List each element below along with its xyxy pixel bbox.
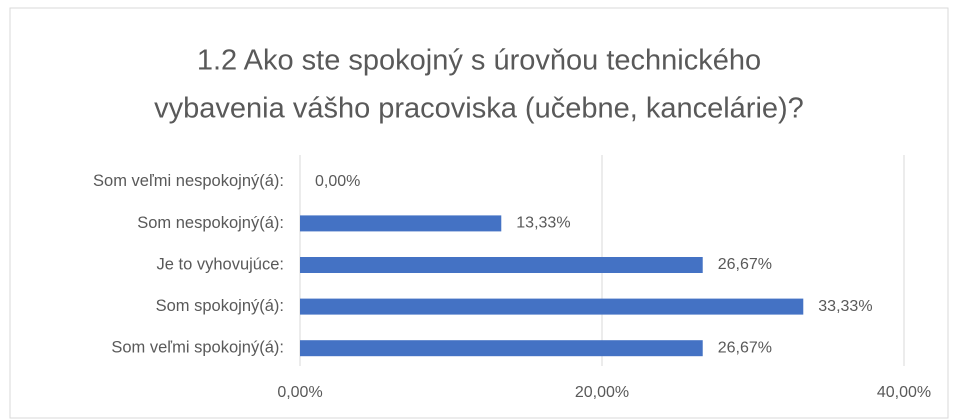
chart-title: 1.2 Ako ste spokojný s úrovňou technické… <box>197 45 761 77</box>
x-tick-label: 0,00% <box>277 384 322 401</box>
data-label: 26,67% <box>718 256 772 273</box>
bar <box>300 298 804 315</box>
x-tick-label: 40,00% <box>877 384 931 401</box>
y-tick-label: Som veľmi nespokojný(á): <box>93 172 284 190</box>
y-tick-label: Som spokojný(á): <box>156 297 284 315</box>
y-tick-label: Som nespokojný(á): <box>137 214 284 232</box>
bar <box>300 215 502 232</box>
data-label: 33,33% <box>818 298 872 315</box>
bar <box>300 257 703 273</box>
chart-title: vybavenia vášho pracoviska (učebne, kanc… <box>154 93 804 125</box>
data-label: 13,33% <box>516 215 570 232</box>
y-tick-label: Je to vyhovujúce: <box>157 255 285 273</box>
bar <box>300 340 703 357</box>
data-label: 0,00% <box>315 173 360 190</box>
data-label: 26,67% <box>718 339 772 356</box>
x-tick-label: 20,00% <box>575 384 629 401</box>
y-tick-label: Som veľmi spokojný(á): <box>111 339 284 357</box>
